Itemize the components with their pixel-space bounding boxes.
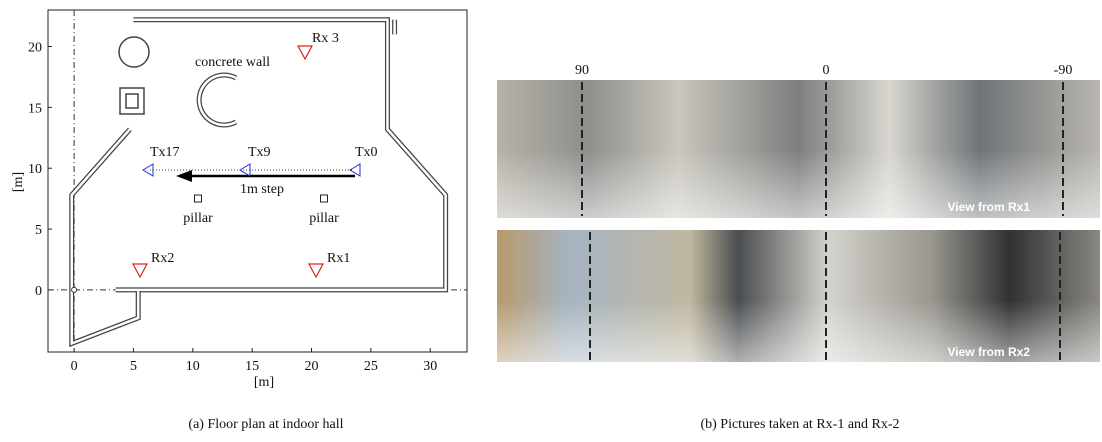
- x-tick-label: 30: [423, 359, 437, 374]
- arrow-head: [176, 170, 192, 182]
- y-tick-label: 5: [35, 223, 42, 238]
- x-axis-label: [m]: [254, 375, 274, 390]
- annotation: 1m step: [240, 182, 284, 197]
- caption: (b) Pictures taken at Rx-1 and Rx-2: [700, 417, 899, 432]
- rx-marker: [133, 264, 147, 277]
- view-label: View from Rx1: [948, 200, 1031, 214]
- view-label: View from Rx2: [948, 345, 1031, 359]
- concrete-wall-inner: [199, 75, 236, 125]
- annotation: pillar: [309, 211, 339, 226]
- pillar: [321, 195, 328, 202]
- x-tick-label: 5: [130, 359, 137, 374]
- wall: [72, 129, 138, 343]
- x-tick-label: 20: [305, 359, 319, 374]
- figure: (a) Floor plan at indoor hall (b) Pictur…: [0, 0, 1102, 437]
- y-tick-label: 20: [28, 41, 42, 56]
- wall-inner: [72, 129, 138, 343]
- y-tick-label: 10: [28, 162, 42, 177]
- tx-marker: [143, 164, 153, 176]
- origin: [72, 287, 77, 292]
- annotation: Tx0: [355, 145, 378, 160]
- x-tick-label: 25: [364, 359, 378, 374]
- y-axis-label: [m]: [11, 172, 26, 192]
- stair: [120, 88, 144, 114]
- angle-label: -90: [1054, 63, 1073, 78]
- x-tick-label: 0: [71, 359, 78, 374]
- rx-marker: [309, 264, 323, 277]
- annotation: Rx 3: [312, 31, 339, 46]
- angle-label: 90: [575, 63, 589, 78]
- annotation: Tx9: [248, 145, 271, 160]
- x-tick-label: 10: [186, 359, 200, 374]
- y-tick-label: 0: [35, 284, 42, 299]
- angle-label: 0: [823, 63, 830, 78]
- caption: (a) Floor plan at indoor hall: [188, 417, 343, 432]
- annotation: Rx2: [151, 251, 174, 266]
- column: [119, 37, 149, 67]
- annotation: Tx17: [150, 145, 180, 160]
- pillar: [195, 195, 202, 202]
- rx-marker: [298, 46, 312, 59]
- annotation: pillar: [183, 211, 213, 226]
- x-tick-label: 15: [245, 359, 259, 374]
- annotation: Rx1: [327, 251, 350, 266]
- y-tick-label: 15: [28, 101, 42, 116]
- annotation: concrete wall: [195, 55, 270, 70]
- tx-marker: [240, 164, 250, 176]
